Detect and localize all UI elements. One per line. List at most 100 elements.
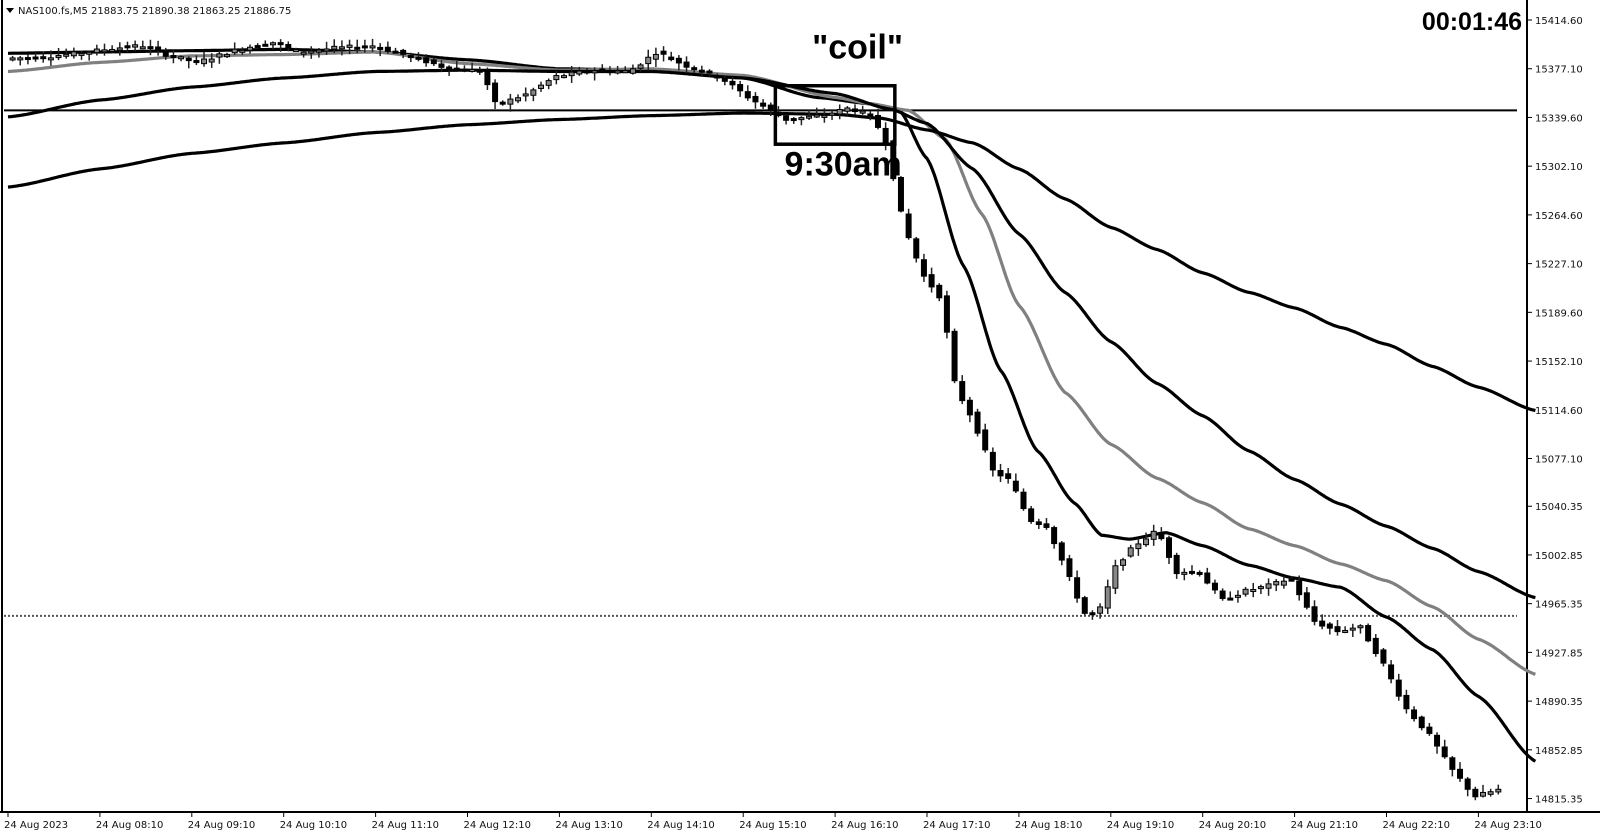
bear-candle [461,68,468,72]
bull-candle [1479,791,1486,797]
bear-candle [1296,580,1303,596]
bear-candle [1449,757,1456,770]
moving-average-line-4 [7,111,1536,413]
y-tick-label: 15302.10 [1535,162,1583,173]
bear-candle [1365,625,1372,642]
annotations: "coil" 9:30am [785,28,903,183]
bear-candle [1418,716,1425,729]
bear-candle [193,60,200,64]
y-tick-label: 15339.60 [1535,113,1583,124]
y-tick-label: 15152.10 [1535,357,1583,368]
bear-candle [1403,694,1410,710]
bear-candle [882,127,889,144]
y-tick-label: 15114.60 [1535,406,1583,417]
bear-candle [423,57,430,64]
bull-candle [47,57,54,61]
bull-candle [1487,791,1494,795]
coil-box [773,83,897,146]
bear-candle [951,330,958,382]
bull-candle [1135,543,1142,550]
bear-candle [599,68,606,72]
bear-candle [959,381,966,402]
bull-candle [292,49,299,53]
bull-candle [645,56,652,65]
bear-candle [737,84,744,92]
bull-candle [1120,559,1127,566]
bull-candle [86,51,93,55]
bear-candle [24,57,31,61]
bear-candle [499,101,506,105]
bear-candle [1211,582,1218,591]
x-tick-label: 24 Aug 18:10 [1015,820,1082,831]
bear-candle [1188,570,1195,574]
bear-candle [897,176,904,212]
bear-candle [1380,649,1387,664]
coil-label: "coil" [812,28,903,66]
bear-candle [1012,480,1019,492]
bear-candle [1472,788,1479,798]
bull-candle [798,117,805,121]
bear-candle [1411,709,1418,720]
bear-candle [124,45,131,49]
bear-candle [492,82,499,103]
bull-candle [9,57,16,61]
bull-candle [338,46,345,50]
bear-candle [1005,473,1012,479]
bear-candle [874,114,881,128]
bear-candle [1081,597,1088,614]
moving-averages [7,47,1537,763]
bull-candle [132,44,139,48]
bull-candle [1181,571,1188,575]
bull-candle [269,42,276,46]
bull-candle [622,70,629,74]
bull-candle [813,114,820,118]
bull-candle [323,48,330,52]
bull-candle [1112,565,1119,589]
bear-candle [1395,679,1402,697]
bull-candle [515,97,522,102]
price-axis[interactable]: 15414.60 15377.10 15339.60 15302.10 15264.60… [1527,16,1583,806]
bull-candle [576,70,583,75]
bull-candle [1349,627,1356,631]
bear-candle [668,56,675,61]
bear-candle [905,213,912,239]
x-tick-label: 24 Aug 12:10 [464,820,531,831]
bear-candle [254,45,261,49]
x-tick-label: 24 Aug 16:10 [831,820,898,831]
bull-candle [109,48,116,52]
x-tick-label: 24 Aug 17:10 [923,820,990,831]
bear-candle [867,113,874,117]
bull-candle [1280,580,1287,586]
bear-candle [974,411,981,434]
bear-candle [675,57,682,64]
symbol-dropdown-icon[interactable] [6,8,14,13]
time-axis[interactable]: 24 Aug 2023 24 Aug 08:10 24 Aug 09:10 24 Au… [4,812,1542,831]
bull-candle [538,84,545,89]
bull-candle [507,98,514,105]
bull-candle [178,56,185,60]
bull-candle [78,52,85,56]
bear-candle [913,238,920,259]
x-tick-label: 24 Aug 14:10 [647,820,714,831]
bull-candle [315,49,322,53]
y-tick-label: 14965.35 [1535,600,1583,611]
bear-candle [446,66,453,71]
x-tick-label: 24 Aug 23:10 [1474,820,1541,831]
bear-candle [415,56,422,60]
bear-candle [1227,597,1234,601]
y-tick-label: 15264.60 [1535,211,1583,222]
bull-candle [1150,530,1157,540]
bull-candle [1273,581,1280,586]
bull-candle [1357,625,1364,629]
x-tick-label: 24 Aug 13:10 [555,820,622,831]
bull-candle [1265,583,1272,589]
bear-candle [400,49,407,55]
bull-candle [614,70,621,74]
bear-candle [966,399,973,416]
bull-candle [560,75,567,79]
bear-candle [790,118,797,122]
bear-candle [262,43,269,47]
bear-candle [1457,768,1464,779]
bear-candle [997,470,1004,477]
bear-candle [1434,734,1441,747]
